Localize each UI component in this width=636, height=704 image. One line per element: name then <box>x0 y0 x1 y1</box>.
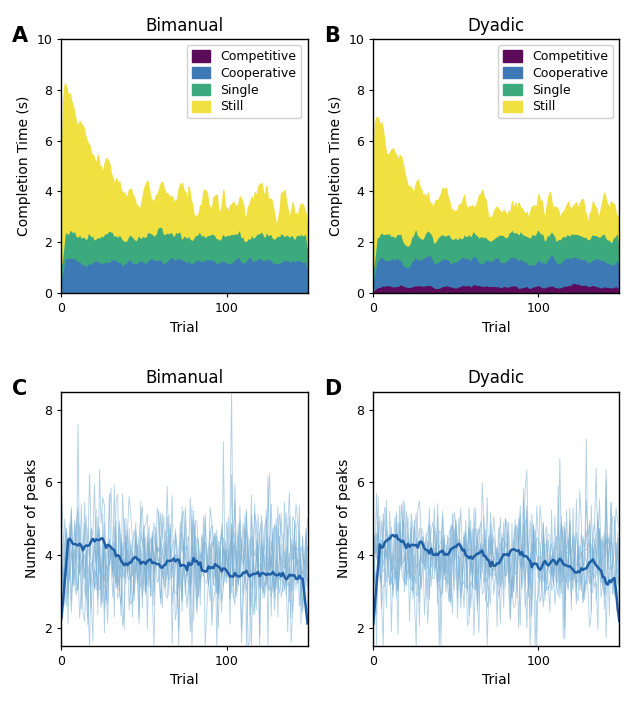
Text: D: D <box>324 379 342 399</box>
Title: Dyadic: Dyadic <box>467 17 525 34</box>
Text: C: C <box>12 379 27 399</box>
Legend: Competitive, Cooperative, Single, Still: Competitive, Cooperative, Single, Still <box>499 45 613 118</box>
Y-axis label: Number of peaks: Number of peaks <box>336 459 350 579</box>
Title: Bimanual: Bimanual <box>146 370 224 387</box>
X-axis label: Trial: Trial <box>170 320 199 334</box>
X-axis label: Trial: Trial <box>482 320 511 334</box>
Y-axis label: Completion Time (s): Completion Time (s) <box>329 96 343 237</box>
Title: Dyadic: Dyadic <box>467 370 525 387</box>
X-axis label: Trial: Trial <box>482 673 511 687</box>
Y-axis label: Completion Time (s): Completion Time (s) <box>17 96 31 237</box>
Text: B: B <box>324 26 340 46</box>
X-axis label: Trial: Trial <box>170 673 199 687</box>
Legend: Competitive, Cooperative, Single, Still: Competitive, Cooperative, Single, Still <box>186 45 301 118</box>
Title: Bimanual: Bimanual <box>146 17 224 34</box>
Text: A: A <box>12 26 29 46</box>
Y-axis label: Number of peaks: Number of peaks <box>25 459 39 579</box>
